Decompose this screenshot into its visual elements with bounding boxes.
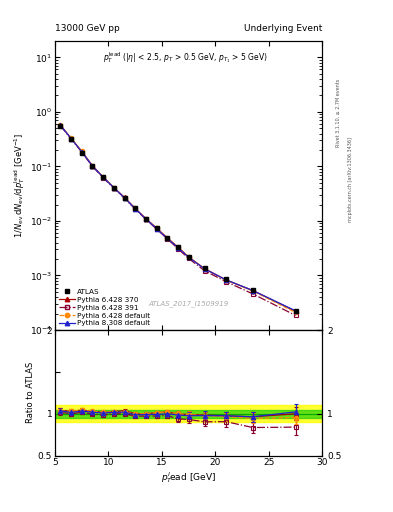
Y-axis label: Ratio to ATLAS: Ratio to ATLAS: [26, 362, 35, 423]
Text: mcplots.cern.ch [arXiv:1306.3436]: mcplots.cern.ch [arXiv:1306.3436]: [348, 137, 353, 222]
Bar: [55, 410, 322, 418]
Text: Rivet 3.1.10, ≥ 2.7M events: Rivet 3.1.10, ≥ 2.7M events: [336, 78, 341, 147]
Bar: [55, 330, 322, 456]
Legend: ATLAS, Pythia 6.428 370, Pythia 6.428 391, Pythia 6.428 default, Pythia 8.308 de: ATLAS, Pythia 6.428 370, Pythia 6.428 39…: [57, 287, 152, 328]
Bar: [55, 406, 322, 422]
Text: 13000 GeV pp: 13000 GeV pp: [55, 24, 120, 33]
Text: ATLAS_2017_I1509919: ATLAS_2017_I1509919: [149, 301, 229, 307]
Y-axis label: $1/N_{\rm ev}\,{\rm d}N_{\rm ev}/{\rm d}p_T^{\rm lead}$ [GeV$^{-1}$]: $1/N_{\rm ev}\,{\rm d}N_{\rm ev}/{\rm d}…: [12, 133, 27, 238]
X-axis label: $p_T^l\!$ead [GeV]: $p_T^l\!$ead [GeV]: [161, 470, 216, 485]
Text: Underlying Event: Underlying Event: [244, 24, 322, 33]
Text: $p_T^{\rm lead}$ ($|\eta|$ < 2.5, $p_T$ > 0.5 GeV, $p_{T_1}$ > 5 GeV): $p_T^{\rm lead}$ ($|\eta|$ < 2.5, $p_T$ …: [103, 50, 268, 65]
